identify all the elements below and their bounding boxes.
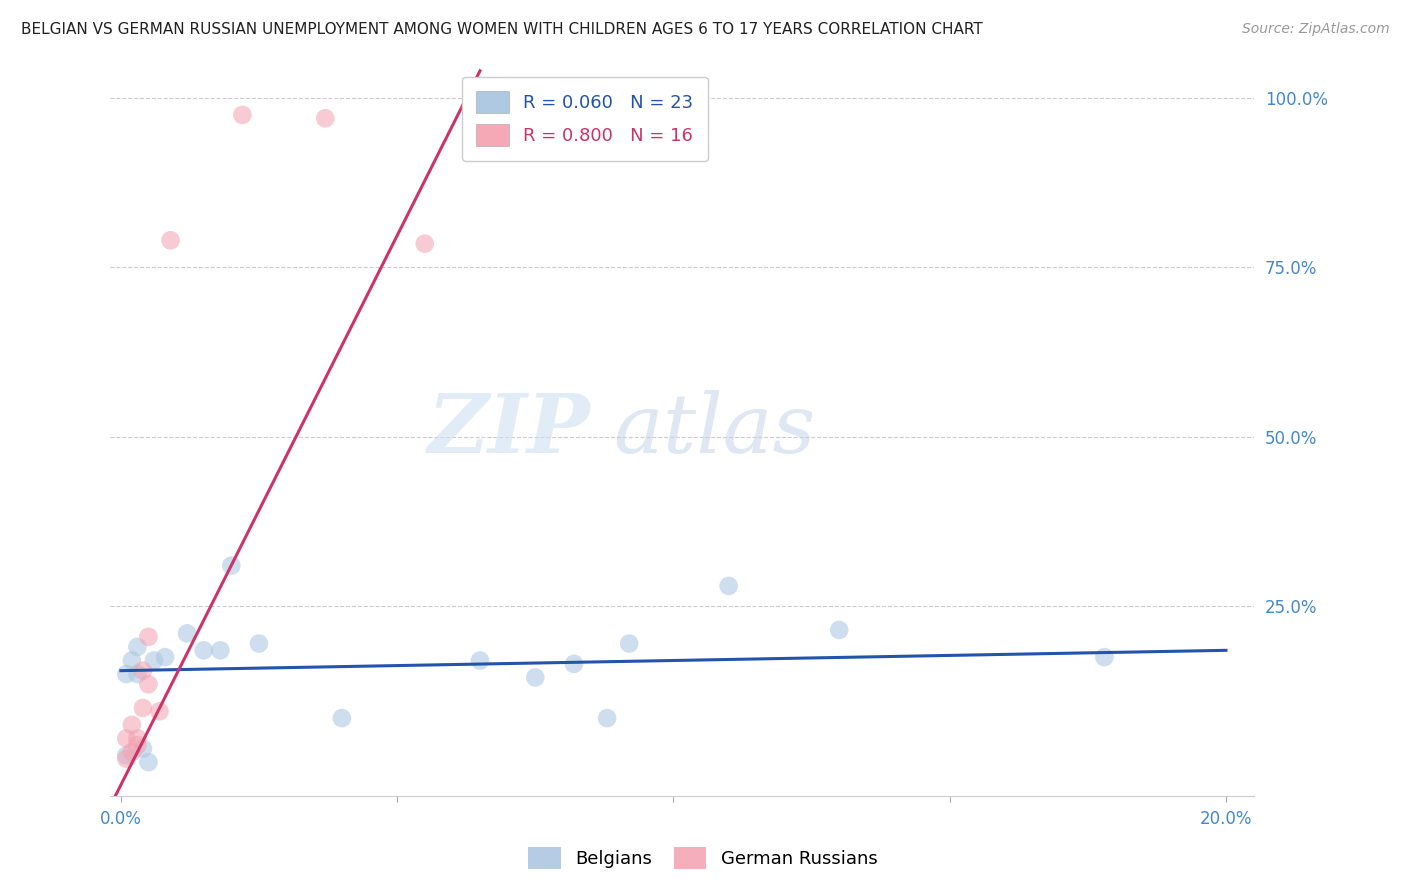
Point [115,748,138,763]
Point [828,623,851,637]
Point [127,640,149,654]
Point [717,579,740,593]
Point [231,108,253,122]
Point [121,718,143,732]
Point [209,643,232,657]
Point [159,233,181,247]
Point [115,731,138,746]
Point [115,752,138,766]
Point [127,667,149,681]
Point [468,653,491,667]
Point [138,677,160,691]
Point [127,738,149,752]
Point [330,711,353,725]
Point [148,704,170,718]
Point [1094,650,1116,665]
Point [115,667,138,681]
Legend: R = 0.060   N = 23, R = 0.800   N = 16: R = 0.060 N = 23, R = 0.800 N = 16 [463,77,707,161]
Point [413,236,436,251]
Text: Source: ZipAtlas.com: Source: ZipAtlas.com [1241,22,1389,37]
Point [121,653,143,667]
Point [193,643,215,657]
Point [468,108,491,122]
Point [143,653,166,667]
Point [176,626,198,640]
Point [138,755,160,769]
Point [138,630,160,644]
Point [132,701,155,715]
Legend: Belgians, German Russians: Belgians, German Russians [519,838,887,879]
Point [247,636,270,650]
Point [596,711,619,725]
Point [132,664,155,678]
Point [619,636,641,650]
Point [314,112,336,126]
Point [153,650,176,665]
Text: ZIP: ZIP [427,390,591,470]
Point [132,741,155,756]
Point [524,670,547,684]
Text: atlas: atlas [613,390,815,470]
Point [562,657,585,671]
Point [127,731,149,746]
Point [121,745,143,759]
Point [221,558,243,573]
Text: BELGIAN VS GERMAN RUSSIAN UNEMPLOYMENT AMONG WOMEN WITH CHILDREN AGES 6 TO 17 YE: BELGIAN VS GERMAN RUSSIAN UNEMPLOYMENT A… [21,22,983,37]
